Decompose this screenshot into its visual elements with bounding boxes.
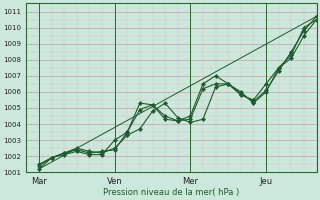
X-axis label: Pression niveau de la mer( hPa ): Pression niveau de la mer( hPa ) (103, 188, 240, 197)
